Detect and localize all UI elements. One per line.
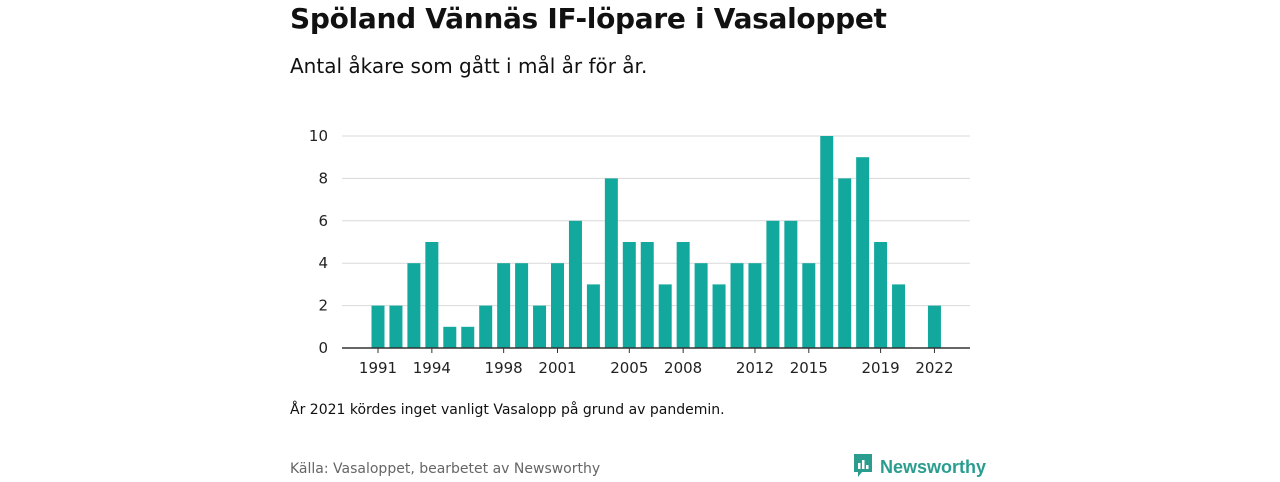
x-tick-label: 2019	[862, 359, 900, 377]
bar	[838, 178, 852, 348]
y-tick-label: 4	[318, 254, 328, 272]
bar	[748, 263, 762, 348]
bar	[604, 178, 618, 348]
bar	[515, 263, 529, 348]
x-tick-label: 2015	[790, 359, 828, 377]
bar	[586, 284, 600, 348]
chart-title: Spöland Vännäs IF-löpare i Vasaloppet	[290, 2, 887, 35]
source-credit: Källa: Vasaloppet, bearbetet av Newswort…	[290, 461, 601, 477]
bar	[874, 242, 888, 348]
bar	[551, 263, 564, 348]
bar	[425, 242, 439, 348]
bar	[640, 242, 654, 348]
bar	[927, 305, 941, 348]
bar	[694, 263, 708, 348]
bar	[820, 136, 834, 348]
bar	[407, 263, 421, 348]
x-tick-label: 1991	[359, 359, 397, 377]
bar	[389, 305, 403, 348]
bar	[892, 284, 906, 348]
x-tick-label: 2022	[915, 359, 953, 377]
brand-name: Newsworthy	[880, 456, 987, 477]
x-tick-label: 2008	[664, 359, 702, 377]
x-tick-label: 2012	[736, 359, 774, 377]
y-tick-label: 10	[309, 127, 328, 145]
bar	[856, 157, 870, 348]
x-tick-label: 1994	[413, 359, 451, 377]
y-tick-label: 2	[318, 297, 328, 315]
bar	[784, 220, 798, 348]
x-tick-label: 1998	[485, 359, 523, 377]
bar	[497, 263, 511, 348]
bar	[568, 220, 582, 348]
bar	[712, 284, 726, 348]
bar	[658, 284, 672, 348]
bar	[479, 305, 493, 348]
bar	[730, 263, 744, 348]
y-tick-label: 6	[318, 212, 328, 230]
bar	[533, 305, 547, 348]
x-tick-label: 2001	[538, 359, 576, 377]
bar	[676, 242, 690, 348]
bar	[461, 326, 475, 348]
brand-logo[interactable]: Newsworthy	[852, 452, 986, 482]
chart-subtitle: Antal åkare som gått i mål år för år.	[290, 54, 648, 78]
bar-chart: 0 2 4 6 8 10 1991 1994 1998 2001 2005 2008 2012 2015 2…	[309, 127, 970, 377]
newsworthy-logo-icon	[852, 452, 874, 482]
y-tick-label: 8	[318, 169, 328, 187]
bar	[766, 220, 780, 348]
bar	[371, 305, 385, 348]
y-tick-label: 0	[318, 339, 328, 357]
x-tick-label: 2005	[610, 359, 648, 377]
bar	[622, 242, 636, 348]
chart-note: År 2021 kördes inget vanligt Vasalopp på…	[290, 402, 725, 418]
bar	[802, 263, 816, 348]
bar	[443, 326, 457, 348]
